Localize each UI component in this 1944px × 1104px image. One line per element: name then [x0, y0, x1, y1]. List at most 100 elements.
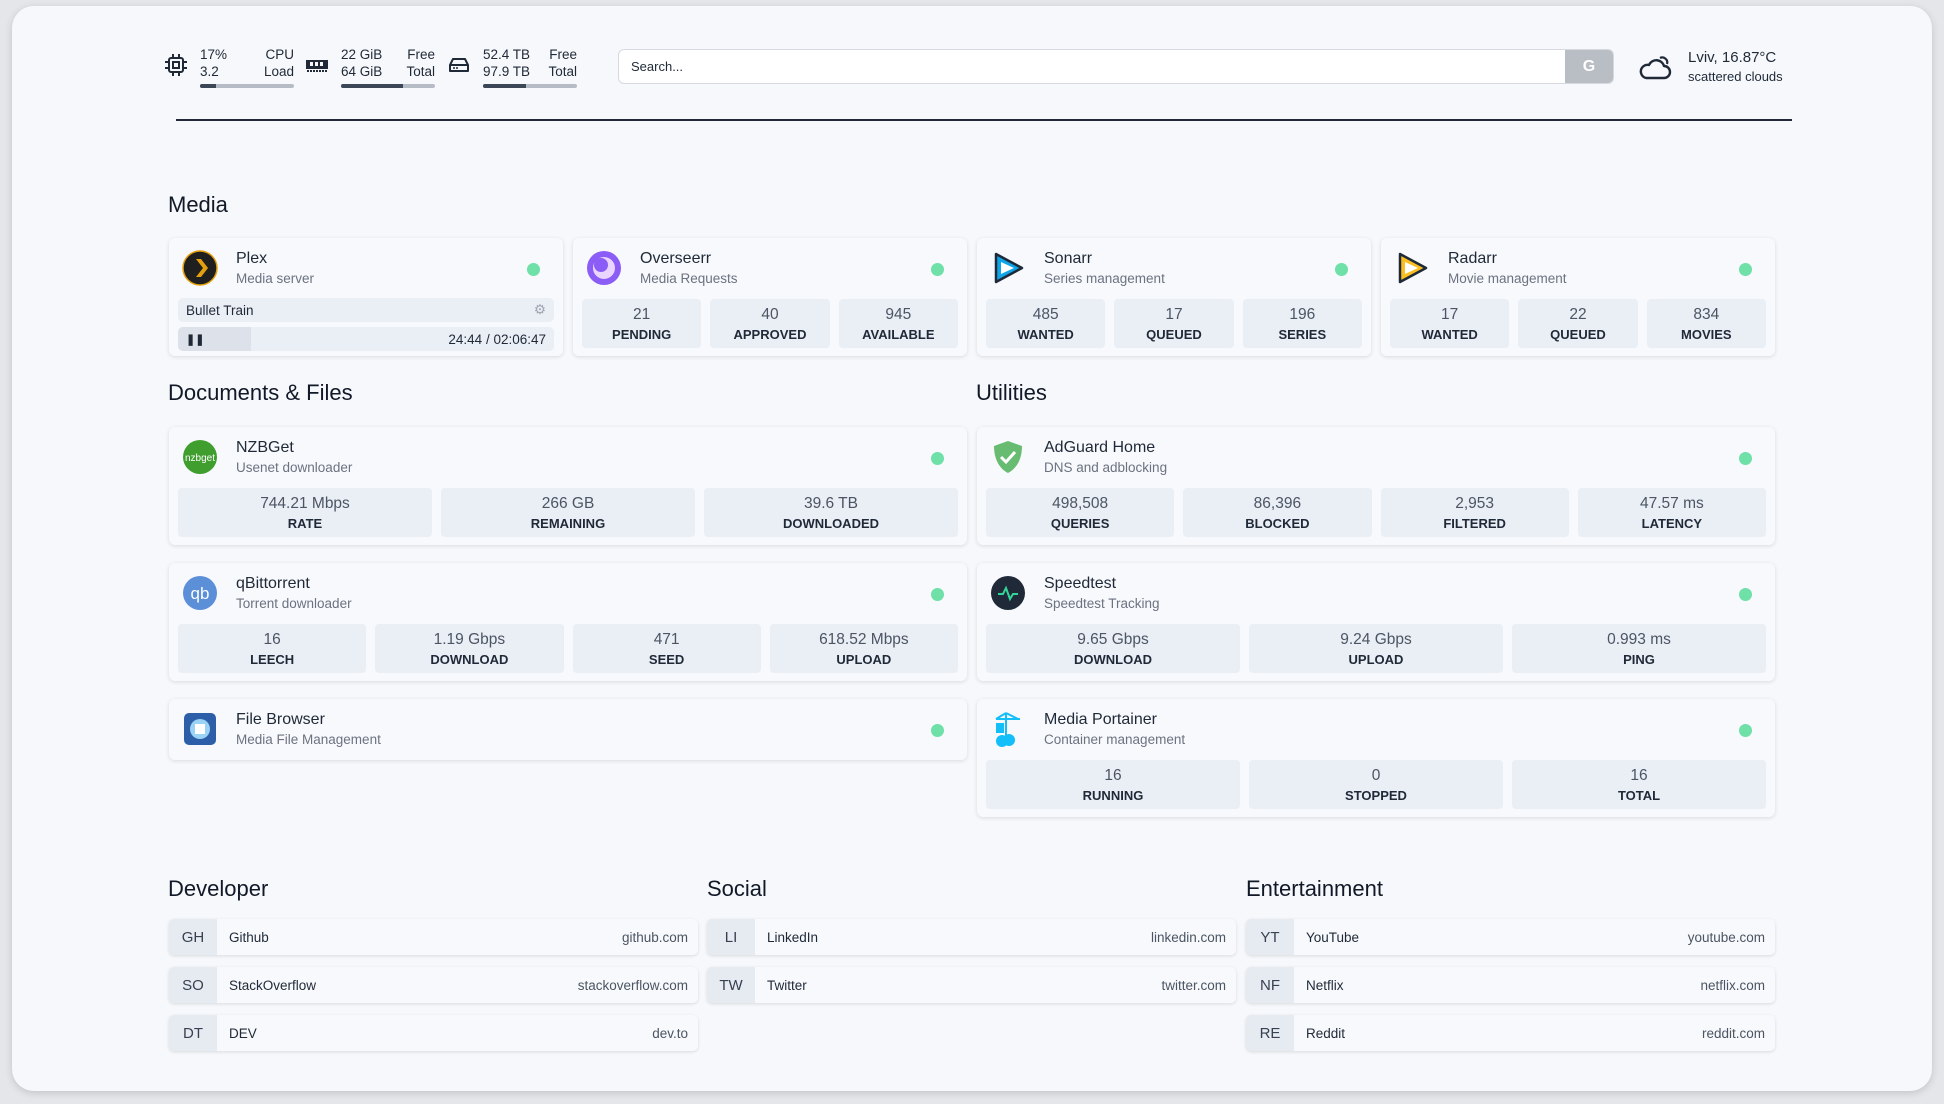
stat-label: MOVIES: [1681, 327, 1732, 342]
stat-ping: 0.993 ms PING: [1512, 624, 1766, 673]
service-description: Media server: [236, 271, 315, 286]
playback-progress[interactable]: ❚❚ 24:44 / 02:06:47: [178, 327, 554, 351]
stat-label: FILTERED: [1443, 516, 1506, 531]
bookmark-reddit[interactable]: RE Reddit reddit.com: [1246, 1015, 1775, 1051]
service-card-speedtest[interactable]: Speedtest Speedtest Tracking 9.65 Gbps DOW…: [977, 563, 1775, 681]
total-label: Total: [406, 64, 435, 79]
status-indicator: [1739, 452, 1752, 465]
service-card-adguard[interactable]: AdGuard Home DNS and adblocking 498,508 QU…: [977, 427, 1775, 545]
bookmark-linkedin[interactable]: LI LinkedIn linkedin.com: [707, 919, 1236, 955]
stat-label: BLOCKED: [1245, 516, 1310, 531]
pause-icon[interactable]: ❚❚: [186, 333, 205, 346]
service-name: Radarr: [1448, 250, 1497, 267]
stat-value: 945: [885, 306, 912, 323]
disk-icon: [449, 58, 469, 72]
stat-queued: 17 QUEUED: [1114, 299, 1234, 348]
adguard-icon: [994, 441, 1022, 473]
service-name: NZBGet: [236, 439, 294, 456]
stat-stopped: 0 STOPPED: [1249, 760, 1503, 809]
stat-label: UPLOAD: [836, 652, 892, 667]
stat-label: STOPPED: [1345, 788, 1407, 803]
stat-value: 47.57 ms: [1639, 495, 1704, 512]
stat-value: 16: [1630, 767, 1648, 784]
bookmark-youtube[interactable]: YT YouTube youtube.com: [1246, 919, 1775, 955]
stat-label: QUERIES: [1050, 516, 1110, 531]
memory-widget: 22 GiB Free 64 GiB Total: [305, 46, 435, 88]
bookmark-stackoverflow[interactable]: SO StackOverflow stackoverflow.com: [169, 967, 698, 1003]
service-card-radarr[interactable]: Radarr Movie management 17 WANTED 22 QUEUED 8…: [1381, 238, 1775, 356]
service-name: Speedtest: [1044, 575, 1117, 592]
svg-text:nzbget: nzbget: [185, 453, 215, 464]
cpu-icon: [165, 54, 187, 76]
stat-available: 945 AVAILABLE: [838, 299, 958, 348]
stat-label: WANTED: [1421, 327, 1478, 342]
stat-value: 2,953: [1455, 495, 1495, 512]
service-card-sonarr[interactable]: Sonarr Series management 485 WANTED 17 QUEUE…: [977, 238, 1371, 356]
stat-label: TOTAL: [1617, 788, 1661, 803]
stat-value: 196: [1289, 306, 1316, 323]
stat-movies: 834 MOVIES: [1646, 299, 1766, 348]
sonarr-icon: [994, 252, 1024, 284]
bookmark-name: Twitter: [767, 977, 807, 993]
bookmark-url: reddit.com: [1701, 1025, 1765, 1041]
bookmark-name: DEV: [229, 1025, 257, 1041]
service-card-overseerr[interactable]: Overseerr Media Requests 21 PENDING 40 APPRO…: [573, 238, 967, 356]
bookmark-name: Netflix: [1306, 977, 1344, 993]
search-input[interactable]: [619, 50, 1565, 83]
bookmark-url: github.com: [621, 929, 688, 945]
search-box: G: [618, 49, 1614, 84]
service-card-nzbget[interactable]: nzbget NZBGet Usenet downloader 744.21 Mb…: [169, 427, 967, 545]
service-name: Sonarr: [1044, 250, 1093, 267]
bookmark-name: LinkedIn: [767, 929, 819, 945]
stat-label: PENDING: [612, 327, 672, 342]
stat-label: PING: [1623, 652, 1655, 667]
bookmark-abbr: SO: [169, 967, 217, 1003]
stat-pending: 21 PENDING: [582, 299, 702, 348]
stat-value: 9.24 Gbps: [1340, 631, 1412, 648]
stat-download: 1.19 Gbps DOWNLOAD: [375, 624, 564, 673]
bookmark-dev[interactable]: DT DEV dev.to: [169, 1015, 698, 1051]
service-description: Usenet downloader: [236, 460, 353, 475]
status-indicator: [931, 452, 944, 465]
service-description: Torrent downloader: [236, 596, 352, 611]
disk-total: 97.9 TB: [483, 64, 531, 79]
stat-running: 16 RUNNING: [986, 760, 1240, 809]
header-divider: [176, 119, 1792, 121]
settings-icon[interactable]: ⚙: [533, 302, 546, 317]
status-indicator: [931, 263, 944, 276]
stat-value: 618.52 Mbps: [819, 631, 909, 648]
bookmark-abbr: LI: [707, 919, 755, 955]
stat-value: 22: [1569, 306, 1587, 323]
service-card-qbittorrent[interactable]: qb qBittorrent Torrent downloader 16 LEECH…: [169, 563, 967, 681]
disk-widget: 52.4 TB Free 97.9 TB Total: [447, 46, 577, 88]
stat-value: 16: [263, 631, 281, 648]
status-indicator: [1739, 263, 1752, 276]
status-indicator: [931, 588, 944, 601]
bookmark-netflix[interactable]: NF Netflix netflix.com: [1246, 967, 1775, 1003]
memory-icon: [306, 60, 328, 72]
disk-free: 52.4 TB: [483, 47, 531, 62]
bookmark-github[interactable]: GH Github github.com: [169, 919, 698, 955]
section-title-social: Social: [707, 876, 767, 901]
stat-value: 17: [1165, 306, 1183, 323]
search-provider-button[interactable]: G: [1565, 50, 1613, 83]
service-card-portainer[interactable]: Media Portainer Container management 16 RU…: [977, 699, 1775, 817]
stat-label: RUNNING: [1082, 788, 1144, 803]
section-title-documents: Documents & Files: [168, 380, 353, 405]
memory-free: 22 GiB: [341, 47, 383, 62]
bookmark-twitter[interactable]: TW Twitter twitter.com: [707, 967, 1236, 1003]
bookmark-url: stackoverflow.com: [577, 977, 688, 993]
stat-label: AVAILABLE: [862, 327, 935, 342]
file-browser-icon: [184, 713, 216, 745]
stat-value: 485: [1032, 306, 1059, 323]
service-card-plex[interactable]: Plex Media server Bullet Train ⚙ ❚❚ 24:44 /…: [169, 238, 563, 356]
service-card-filebrowser[interactable]: File Browser Media File Management: [169, 699, 967, 760]
status-indicator: [527, 263, 540, 276]
stat-remaining: 266 GB REMAINING: [441, 488, 695, 537]
radarr-icon: [1398, 252, 1428, 284]
service-description: Speedtest Tracking: [1044, 596, 1160, 611]
bookmark-abbr: RE: [1246, 1015, 1294, 1051]
stat-value: 16: [1104, 767, 1122, 784]
free-label: Free: [549, 47, 577, 62]
overseerr-icon: [587, 251, 621, 285]
